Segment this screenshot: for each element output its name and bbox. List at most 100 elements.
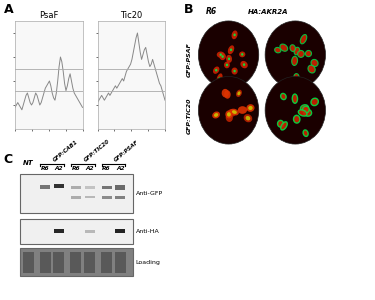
Text: HA:AKR2A: HA:AKR2A (248, 8, 288, 14)
Ellipse shape (303, 106, 309, 113)
Ellipse shape (213, 67, 219, 74)
Ellipse shape (280, 93, 286, 100)
Ellipse shape (246, 116, 250, 120)
Text: GFP:CAB1: GFP:CAB1 (52, 140, 79, 163)
Ellipse shape (281, 122, 287, 130)
Ellipse shape (239, 52, 245, 57)
Circle shape (230, 49, 232, 51)
FancyBboxPatch shape (54, 184, 64, 188)
FancyBboxPatch shape (101, 252, 112, 273)
Ellipse shape (230, 109, 239, 116)
Circle shape (233, 70, 236, 72)
FancyBboxPatch shape (115, 196, 125, 199)
Text: NT: NT (23, 160, 33, 166)
FancyBboxPatch shape (21, 219, 133, 244)
Text: Anti-GFP: Anti-GFP (136, 191, 163, 196)
Text: A2: A2 (54, 167, 63, 171)
Ellipse shape (217, 52, 225, 58)
FancyBboxPatch shape (115, 185, 125, 190)
Ellipse shape (280, 44, 288, 51)
FancyBboxPatch shape (21, 248, 133, 276)
Title: PsaF: PsaF (39, 11, 58, 20)
Ellipse shape (214, 113, 218, 117)
Ellipse shape (240, 61, 248, 68)
Text: R6: R6 (41, 167, 50, 171)
Ellipse shape (231, 68, 238, 74)
Ellipse shape (278, 120, 284, 127)
Circle shape (215, 69, 217, 71)
Ellipse shape (226, 113, 233, 122)
Ellipse shape (219, 53, 226, 60)
FancyBboxPatch shape (53, 252, 64, 273)
FancyBboxPatch shape (21, 174, 133, 213)
Circle shape (265, 21, 326, 88)
Circle shape (218, 77, 221, 80)
Circle shape (265, 76, 326, 144)
Ellipse shape (212, 112, 220, 118)
Text: GFP:TIC20: GFP:TIC20 (83, 139, 111, 163)
Text: R6: R6 (102, 167, 111, 171)
Ellipse shape (248, 106, 253, 110)
FancyBboxPatch shape (71, 196, 81, 199)
FancyBboxPatch shape (22, 252, 34, 273)
Text: B: B (184, 3, 193, 16)
FancyBboxPatch shape (71, 186, 81, 189)
Ellipse shape (238, 106, 247, 114)
Ellipse shape (298, 110, 307, 116)
Ellipse shape (304, 109, 312, 116)
Ellipse shape (294, 115, 300, 123)
Text: R6: R6 (72, 167, 80, 171)
Ellipse shape (292, 56, 297, 65)
FancyBboxPatch shape (54, 229, 64, 233)
Ellipse shape (274, 47, 281, 53)
Ellipse shape (300, 34, 307, 44)
FancyBboxPatch shape (115, 229, 125, 233)
Ellipse shape (224, 90, 231, 99)
Ellipse shape (227, 112, 231, 117)
FancyBboxPatch shape (84, 196, 94, 198)
Text: GFP:PSAF: GFP:PSAF (114, 140, 140, 163)
Ellipse shape (290, 45, 296, 52)
Ellipse shape (244, 114, 252, 122)
Text: A: A (4, 3, 13, 16)
Circle shape (219, 53, 222, 56)
Ellipse shape (311, 59, 318, 67)
Circle shape (221, 55, 224, 58)
Ellipse shape (232, 110, 237, 114)
Ellipse shape (222, 89, 229, 98)
Circle shape (243, 63, 245, 66)
Circle shape (198, 21, 259, 88)
Ellipse shape (231, 31, 238, 39)
Circle shape (198, 76, 259, 144)
Ellipse shape (292, 94, 297, 103)
Text: Loading: Loading (136, 260, 160, 265)
FancyBboxPatch shape (70, 252, 81, 273)
Ellipse shape (236, 90, 242, 97)
Ellipse shape (228, 45, 234, 54)
Ellipse shape (228, 109, 236, 117)
Ellipse shape (294, 74, 299, 80)
Ellipse shape (298, 50, 304, 57)
Ellipse shape (246, 104, 255, 112)
Ellipse shape (305, 50, 312, 57)
FancyBboxPatch shape (84, 252, 95, 273)
Ellipse shape (311, 98, 318, 106)
Text: GFP:TIC20: GFP:TIC20 (187, 97, 192, 134)
Ellipse shape (225, 110, 232, 118)
Circle shape (233, 34, 236, 36)
Ellipse shape (224, 61, 230, 68)
FancyBboxPatch shape (102, 196, 112, 199)
Ellipse shape (300, 105, 308, 111)
Circle shape (241, 53, 243, 56)
Ellipse shape (308, 65, 315, 73)
Text: A2: A2 (116, 167, 124, 171)
Text: Anti-HA: Anti-HA (136, 229, 159, 234)
FancyBboxPatch shape (84, 230, 94, 233)
Ellipse shape (217, 74, 223, 83)
Text: A2: A2 (85, 167, 94, 171)
Text: C: C (4, 153, 13, 166)
Circle shape (226, 64, 228, 66)
Ellipse shape (226, 55, 232, 63)
Title: Tic20: Tic20 (120, 11, 142, 20)
Ellipse shape (237, 91, 240, 95)
